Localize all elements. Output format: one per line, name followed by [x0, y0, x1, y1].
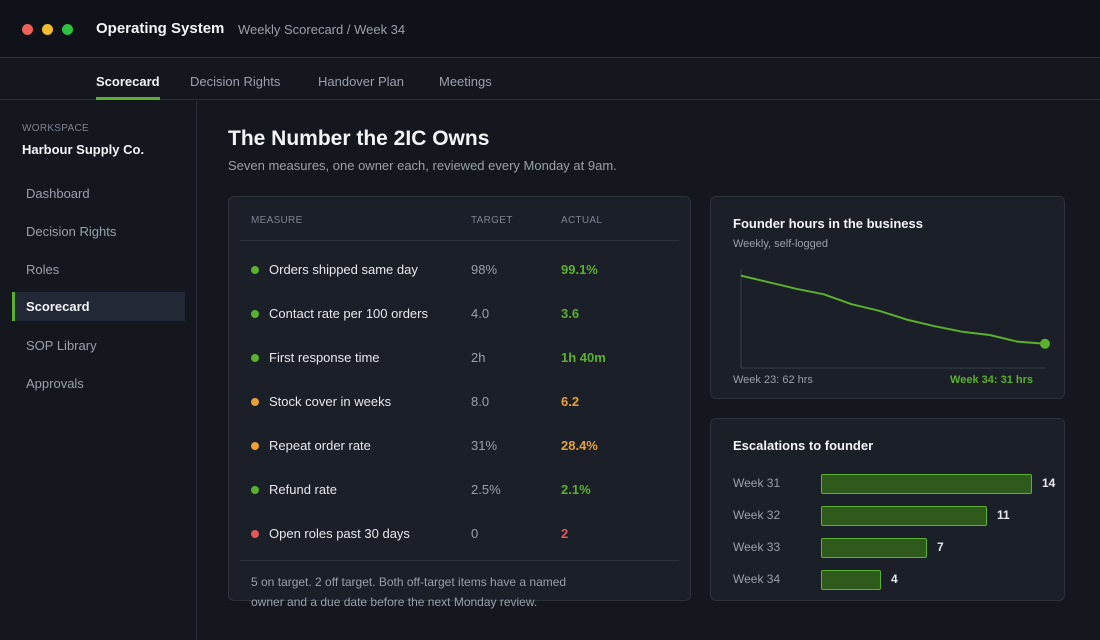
page-title: The Number the 2IC Owns [228, 127, 490, 150]
measure-target: 2.5% [471, 482, 501, 497]
series-line [740, 274, 1046, 345]
table-row[interactable]: Repeat order rate 31% 28.4% [229, 434, 692, 458]
founder-hours-card: Founder hours in the business Weekly, se… [710, 196, 1065, 399]
measure-actual: 3.6 [561, 306, 580, 321]
bar-value-label: 14 [1042, 476, 1056, 490]
tab-scorecard[interactable]: Scorecard [96, 59, 160, 100]
bar [821, 538, 927, 558]
scorecard-footnote: 5 on target. 2 off target. Both off-targ… [251, 575, 567, 609]
column-header-measure: MEASURE [251, 215, 303, 226]
measure-target: 98% [471, 262, 498, 277]
bar-row: Week 33 7 [711, 538, 1066, 558]
series-end-point [1040, 338, 1050, 349]
table-row[interactable]: Open roles past 30 days 0 2 [229, 522, 692, 546]
bar-category-label: Week 31 [733, 476, 781, 490]
sidebar-item-decision-rights[interactable]: Decision Rights [26, 224, 117, 239]
header-divider [240, 240, 679, 241]
measure-name: Stock cover in weeks [269, 394, 392, 409]
founder-hours-start-label: Week 23: 62 hrs [733, 374, 813, 386]
status-dot-icon [251, 354, 259, 362]
bar-category-label: Week 34 [733, 572, 781, 586]
measure-actual: 1h 40m [561, 350, 606, 365]
measure-actual: 6.2 [561, 394, 580, 409]
founder-hours-subtitle: Weekly, self-logged [733, 238, 828, 250]
minimize-window-button[interactable] [42, 24, 53, 35]
tab-meetings[interactable]: Meetings [439, 74, 492, 89]
workspace-name[interactable]: Harbour Supply Co. [22, 142, 145, 157]
measure-actual: 28.4% [561, 438, 598, 453]
status-dot-icon [251, 266, 259, 274]
bar-row: Week 31 14 [711, 474, 1066, 494]
table-row[interactable]: Contact rate per 100 orders 4.0 3.6 [229, 302, 692, 326]
measure-name: Repeat order rate [269, 438, 371, 453]
escalations-title: Escalations to founder [733, 438, 874, 453]
bar-category-label: Week 32 [733, 508, 781, 522]
column-header-target: TARGET [471, 215, 513, 226]
bar-row: Week 34 4 [711, 570, 1066, 590]
bar [821, 474, 1032, 494]
measure-target: 4.0 [471, 306, 490, 321]
footer-divider [240, 560, 679, 561]
founder-hours-title: Founder hours in the business [733, 216, 923, 231]
page-subtitle: Seven measures, one owner each, reviewed… [228, 158, 617, 173]
table-row[interactable]: Orders shipped same day 98% 99.1% [229, 258, 692, 282]
measure-actual: 2 [561, 526, 569, 541]
window-titlebar: Operating System Weekly Scorecard / Week… [0, 0, 1100, 58]
measure-name: Refund rate [269, 482, 337, 497]
tab-handover-plan[interactable]: Handover Plan [318, 74, 404, 89]
workspace-label: WORKSPACE [22, 123, 89, 134]
bar-category-label: Week 33 [733, 540, 781, 554]
measure-name: Contact rate per 100 orders [269, 306, 428, 321]
bar-row: Week 32 11 [711, 506, 1066, 526]
sidebar-item-dashboard[interactable]: Dashboard [26, 186, 90, 201]
bar-value-label: 4 [891, 572, 898, 586]
tab-bar: Scorecard Decision Rights Handover Plan … [0, 59, 1100, 100]
status-dot-icon [251, 310, 259, 318]
measure-target: 31% [471, 438, 498, 453]
sidebar: WORKSPACE Harbour Supply Co. Dashboard D… [0, 101, 197, 640]
sidebar-item-approvals[interactable]: Approvals [26, 376, 84, 391]
status-dot-icon [251, 442, 259, 450]
maximize-window-button[interactable] [62, 24, 73, 35]
scorecard-table: MEASURE TARGET ACTUAL Orders shipped sam… [228, 196, 692, 609]
bar [821, 570, 881, 590]
table-row[interactable]: Refund rate 2.5% 2.1% [229, 478, 692, 502]
bar-value-label: 11 [997, 508, 1010, 522]
table-row[interactable]: Stock cover in weeks 8.0 6.2 [229, 390, 692, 414]
sidebar-item-sop-library[interactable]: SOP Library [26, 338, 97, 353]
founder-hours-end-label: Week 34: 31 hrs [950, 374, 1033, 386]
breadcrumb: Weekly Scorecard / Week 34 [238, 22, 406, 37]
table-row[interactable]: First response time 2h 1h 40m [229, 346, 692, 370]
founder-hours-chart [740, 269, 1050, 369]
measure-target: 8.0 [471, 394, 490, 409]
measure-actual: 2.1% [561, 482, 591, 497]
column-header-actual: ACTUAL [561, 215, 603, 226]
status-dot-icon [251, 398, 259, 406]
sidebar-item-scorecard[interactable]: Scorecard [12, 292, 185, 321]
sidebar-item-roles[interactable]: Roles [26, 262, 60, 277]
measure-name: Orders shipped same day [269, 262, 418, 277]
measure-name: First response time [269, 350, 380, 365]
bar [821, 506, 987, 526]
tab-decision-rights[interactable]: Decision Rights [190, 74, 281, 89]
close-window-button[interactable] [22, 24, 33, 35]
measure-name: Open roles past 30 days [269, 526, 410, 541]
app-title: Operating System [96, 20, 225, 37]
status-dot-icon [251, 530, 259, 538]
status-dot-icon [251, 486, 259, 494]
bar-value-label: 7 [937, 540, 944, 554]
escalations-card: Escalations to founder Week 31 14 Week 32 1… [710, 418, 1065, 601]
measure-target: 0 [471, 526, 479, 541]
measure-target: 2h [471, 350, 486, 365]
measure-actual: 99.1% [561, 262, 598, 277]
